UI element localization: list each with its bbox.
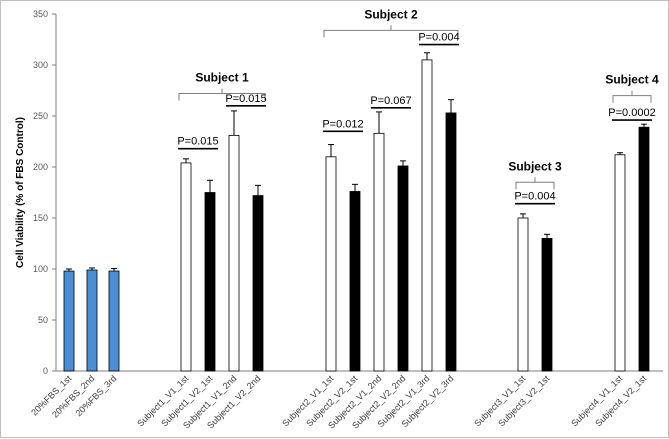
y-tick-label: 200 bbox=[33, 162, 48, 172]
bar bbox=[108, 270, 120, 372]
y-tick-label: 250 bbox=[33, 111, 48, 121]
group-label: Subject 2 bbox=[364, 7, 418, 21]
group-label: Subject 4 bbox=[605, 73, 659, 87]
p-value-label: P=0.015 bbox=[177, 136, 218, 148]
p-value-label: P=0.067 bbox=[370, 95, 411, 107]
bar bbox=[421, 59, 433, 372]
bar bbox=[397, 165, 409, 372]
bar bbox=[228, 134, 240, 372]
bar bbox=[180, 162, 192, 372]
bar bbox=[638, 126, 650, 372]
p-value-label: P=0.004 bbox=[514, 191, 555, 203]
p-value-label: P=0.0002 bbox=[608, 107, 655, 119]
bar bbox=[204, 192, 216, 372]
y-tick-label: 350 bbox=[33, 9, 48, 19]
bar bbox=[63, 270, 75, 372]
group-bracket bbox=[515, 177, 555, 190]
bar bbox=[349, 191, 361, 372]
group-bracket bbox=[612, 90, 652, 103]
bar bbox=[517, 217, 529, 372]
y-tick-label: 150 bbox=[33, 213, 48, 223]
bar bbox=[445, 112, 457, 372]
bar bbox=[86, 269, 98, 372]
group-label: Subject 1 bbox=[195, 71, 249, 85]
y-axis-title: Cell Viability (% of FBS Control) bbox=[15, 117, 26, 268]
bar bbox=[541, 237, 553, 372]
bar bbox=[252, 195, 264, 372]
group-label: Subject 3 bbox=[508, 159, 562, 173]
y-tick-label: 300 bbox=[33, 60, 48, 70]
bar bbox=[373, 132, 385, 372]
y-tick-label: 50 bbox=[38, 315, 48, 325]
group-bracket bbox=[323, 25, 459, 38]
bar bbox=[614, 154, 626, 372]
bar bbox=[325, 156, 337, 372]
p-value-label: P=0.004 bbox=[418, 32, 459, 44]
y-tick-label: 0 bbox=[43, 366, 48, 376]
p-value-label: P=0.012 bbox=[322, 118, 363, 130]
y-tick-label: 100 bbox=[33, 264, 48, 274]
group-bracket bbox=[178, 88, 266, 101]
p-value-label: P=0.015 bbox=[225, 93, 266, 105]
